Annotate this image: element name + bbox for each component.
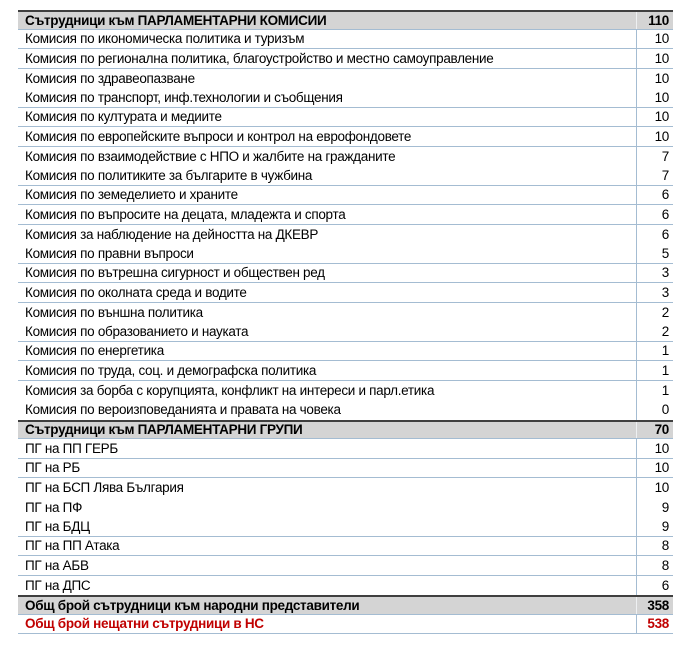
row-value: 358	[647, 597, 669, 613]
table-row: Комисия по правни въпроси 5	[18, 244, 673, 264]
row-label: ПГ на РБ	[18, 458, 637, 477]
row-label: Комисия по взаимодействие с НПО и жалбит…	[18, 146, 637, 166]
table-row: Комисия по културата и медиите 10	[18, 107, 673, 127]
row-value: 7	[661, 148, 670, 164]
row-label: Комисия по транспорт, инф.технологии и с…	[18, 88, 637, 107]
table-row: Общ брой нещатни сътрудници в НС 538	[18, 614, 673, 634]
row-value: 1	[661, 362, 670, 378]
table-row: ПГ на ПФ 9	[18, 497, 673, 517]
row-label: Комисия по вероизповеданията и правата н…	[18, 400, 637, 420]
row-value: 70	[654, 422, 670, 437]
row-value: 6	[661, 206, 670, 222]
table-row: ПГ на ПП Атака 8	[18, 536, 673, 556]
row-value: 0	[661, 402, 670, 417]
row-label: Комисия по околната среда и водите	[18, 283, 637, 302]
row-label: Комисия по образованието и науката	[18, 322, 637, 341]
row-value: 538	[647, 616, 669, 631]
row-label: Комисия за борба с корупцията, конфликт …	[18, 380, 637, 400]
table-row: Сътрудници към ПАРЛАМЕНТАРНИ КОМИСИИ 110	[18, 10, 673, 30]
table-row: ПГ на РБ 10	[18, 458, 673, 478]
row-label: ПГ на БСП Лява България	[18, 478, 637, 498]
row-value: 9	[661, 518, 670, 534]
table-row: Комисия по земеделието и храните 6	[18, 185, 673, 205]
row-value: 6	[661, 226, 670, 242]
row-label: ПГ на ПФ	[18, 497, 637, 517]
row-label: Комисия по икономическа политика и туриз…	[18, 29, 637, 48]
row-label: Общ брой сътрудници към народни представ…	[18, 597, 637, 614]
table-row: Комисия по взаимодействие с НПО и жалбит…	[18, 146, 673, 166]
row-value: 6	[661, 187, 670, 202]
table-row: Комисия за борба с корупцията, конфликт …	[18, 380, 673, 400]
row-label: Комисия по правни въпроси	[18, 244, 637, 263]
table-row: Комисия по труда, соц. и демографска пол…	[18, 361, 673, 381]
row-value: 10	[654, 128, 670, 144]
row-label: Комисия по европейските въпроси и контро…	[18, 127, 637, 146]
row-value: 6	[661, 577, 670, 593]
row-value: 10	[654, 31, 670, 46]
row-value: 10	[654, 440, 670, 456]
table-row: Сътрудници към ПАРЛАМЕНТАРНИ ГРУПИ 70	[18, 419, 673, 439]
row-label: Общ брой нещатни сътрудници в НС	[18, 614, 637, 633]
row-label: ПГ на ПП ГЕРБ	[18, 439, 637, 458]
row-value: 110	[648, 12, 669, 28]
row-label: Комисия по здравеопазване	[18, 68, 637, 88]
row-value: 10	[654, 460, 670, 475]
table-row: Комисия по външна политика 2	[18, 302, 673, 322]
row-label: Комисия по културата и медиите	[18, 107, 637, 126]
row-value: 10	[654, 109, 670, 124]
table-row: ПГ на ПП ГЕРБ 10	[18, 439, 673, 459]
table-row: Комисия по енергетика 1	[18, 341, 673, 361]
table-row: Комисия по политиките за българите в чуж…	[18, 166, 673, 186]
table-row: Комисия по вътрешна сигурност и обществе…	[18, 263, 673, 283]
row-label: Комисия по въпросите на децата, младежта…	[18, 205, 637, 224]
row-label: ПГ на АБВ	[18, 556, 637, 575]
row-label: Комисия по енергетика	[18, 341, 637, 360]
row-label: Сътрудници към ПАРЛАМЕНТАРНИ ГРУПИ	[18, 421, 637, 438]
table-row: Комисия по образованието и науката 2	[18, 322, 673, 342]
row-value: 9	[661, 499, 670, 515]
row-label: Комисия по политиките за българите в чуж…	[18, 166, 637, 185]
table-row: ПГ на АБВ 8	[18, 556, 673, 576]
row-value: 1	[661, 343, 670, 358]
table-row: Комисия по икономическа политика и туриз…	[18, 29, 673, 49]
row-value: 10	[654, 70, 670, 86]
row-value: 8	[661, 557, 670, 573]
row-label: Сътрудници към ПАРЛАМЕНТАРНИ КОМИСИИ	[18, 12, 637, 29]
row-label: Комисия по вътрешна сигурност и обществе…	[18, 263, 637, 282]
table-row: Комисия по европейските въпроси и контро…	[18, 127, 673, 147]
row-value: 10	[654, 50, 670, 66]
table-row: ПГ на БДЦ 9	[18, 517, 673, 537]
table-row: ПГ на ДПС 6	[18, 575, 673, 595]
table-row: Комисия за наблюдение на дейността на ДК…	[18, 224, 673, 244]
table-row: Общ брой сътрудници към народни представ…	[18, 595, 673, 615]
table-row: Комисия по здравеопазване 10	[18, 68, 673, 88]
row-value: 7	[661, 167, 670, 183]
row-value: 3	[661, 265, 670, 280]
row-label: ПГ на БДЦ	[18, 517, 637, 536]
staff-summary-table: Сътрудници към ПАРЛАМЕНТАРНИ КОМИСИИ 110…	[18, 10, 673, 634]
table-row: Комисия по въпросите на децата, младежта…	[18, 205, 673, 225]
row-label: Комисия по земеделието и храните	[18, 185, 637, 204]
row-label: Комисия за наблюдение на дейността на ДК…	[18, 224, 637, 244]
row-value: 2	[661, 323, 670, 339]
table-row: Комисия по вероизповеданията и правата н…	[18, 400, 673, 420]
table-row: ПГ на БСП Лява България 10	[18, 478, 673, 498]
row-value: 10	[654, 89, 670, 105]
row-label: Комисия по регионална политика, благоуст…	[18, 49, 637, 68]
row-value: 3	[661, 284, 670, 300]
row-label: Комисия по външна политика	[18, 302, 637, 322]
row-label: ПГ на ПП Атака	[18, 536, 637, 555]
row-value: 2	[661, 304, 670, 320]
table-row: Комисия по транспорт, инф.технологии и с…	[18, 88, 673, 108]
row-label: Комисия по труда, соц. и демографска пол…	[18, 361, 637, 380]
table-row: Комисия по регионална политика, благоуст…	[18, 49, 673, 69]
row-value: 10	[654, 480, 670, 495]
table-row: Комисия по околната среда и водите 3	[18, 283, 673, 303]
row-label: ПГ на ДПС	[18, 575, 637, 595]
row-value: 8	[661, 538, 670, 553]
row-value: 5	[661, 245, 670, 261]
row-value: 1	[661, 382, 670, 398]
